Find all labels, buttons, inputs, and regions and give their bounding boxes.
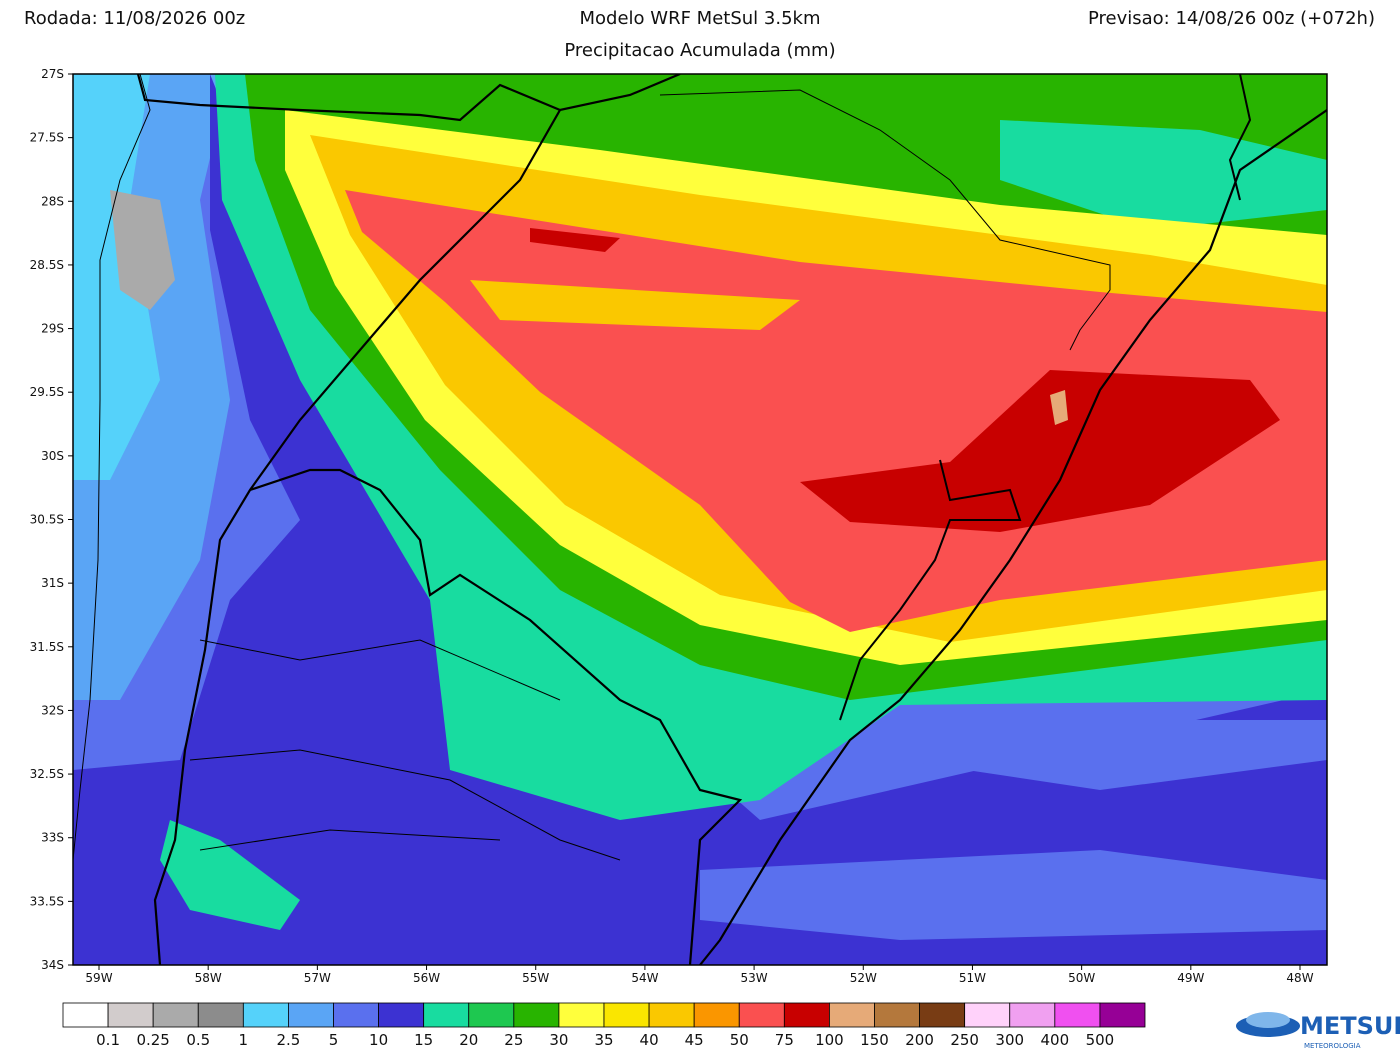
colorbar-swatch <box>107 1002 154 1028</box>
colorbar-label: 1 <box>239 1031 249 1049</box>
run-time: Rodada: 11/08/2026 00z <box>24 8 245 29</box>
lat-label: 32S <box>41 703 64 717</box>
colorbar-swatch <box>62 1002 109 1028</box>
colorbar-label: 200 <box>905 1031 934 1049</box>
lat-label: 28S <box>41 194 64 208</box>
lon-label: 48W <box>1286 971 1313 985</box>
precip-field <box>73 74 1327 965</box>
precip-area <box>160 820 300 930</box>
colorbar-label: 35 <box>594 1031 613 1049</box>
colorbar-label: 20 <box>459 1031 478 1049</box>
colorbar-label: 15 <box>414 1031 433 1049</box>
colorbar-swatch <box>423 1002 470 1028</box>
lat-label: 29S <box>41 322 64 336</box>
forecast-time: Previsao: 14/08/26 00z (+072h) <box>1088 8 1375 29</box>
lon-label: 53W <box>741 971 768 985</box>
colorbar-label: 45 <box>685 1031 704 1049</box>
precip-area <box>700 850 1327 940</box>
logo: METSUL METEOROLOGIA <box>1236 1012 1400 1050</box>
lat-label: 33.5S <box>30 894 64 908</box>
colorbar-label: 150 <box>860 1031 889 1049</box>
logo-subtext: METEOROLOGIA <box>1304 1042 1361 1050</box>
precip-area <box>530 228 620 252</box>
lon-label: 52W <box>850 971 877 985</box>
colorbar-label: 0.1 <box>96 1031 120 1049</box>
precip-area <box>73 74 1327 965</box>
colorbar: 0.1 0.25 0.5 1 2.5 5 10 15 20 25 30 35 40 45 50 75 100 15… <box>62 1002 1146 1049</box>
precip-area <box>73 74 160 480</box>
colorbar-swatch <box>738 1002 785 1028</box>
colorbar-swatch <box>468 1002 515 1028</box>
logo-text: METSUL <box>1300 1012 1400 1040</box>
colorbar-swatch <box>648 1002 695 1028</box>
colorbar-swatch <box>1099 1002 1146 1028</box>
precip-area <box>110 190 175 310</box>
colorbar-swatch <box>152 1002 199 1028</box>
axis-ticks: 27S 27.5S 28S 28.5S 29S 29.5S 30S 30.5S 31S 31.5S… <box>30 67 1314 985</box>
colorbar-swatch <box>693 1002 740 1028</box>
colorbar-swatch <box>378 1002 425 1028</box>
colorbar-swatch <box>1054 1002 1101 1028</box>
lon-label: 58W <box>195 971 222 985</box>
colorbar-swatch <box>197 1002 244 1028</box>
colorbar-label: 75 <box>775 1031 794 1049</box>
colorbar-label: 25 <box>504 1031 523 1049</box>
colorbar-swatch <box>783 1002 830 1028</box>
lat-label: 29.5S <box>30 385 64 399</box>
colorbar-label: 300 <box>995 1031 1024 1049</box>
borders <box>73 74 1327 965</box>
lon-label: 49W <box>1177 971 1204 985</box>
colorbar-swatch <box>1009 1002 1056 1028</box>
colorbar-label: 250 <box>950 1031 979 1049</box>
colorbar-swatch <box>919 1002 966 1028</box>
model-title: Modelo WRF MetSul 3.5km <box>580 8 821 29</box>
precip-area <box>1000 120 1327 230</box>
lon-label: 56W <box>413 971 440 985</box>
colorbar-swatch <box>558 1002 605 1028</box>
lon-label: 50W <box>1068 971 1095 985</box>
logo-icon <box>1246 1012 1290 1028</box>
precip-area <box>800 370 1280 532</box>
lon-label: 51W <box>959 971 986 985</box>
precip-area <box>1050 390 1068 425</box>
colorbar-label: 50 <box>730 1031 749 1049</box>
colorbar-label: 100 <box>815 1031 844 1049</box>
colorbar-label: 40 <box>640 1031 659 1049</box>
colorbar-label: 0.25 <box>136 1031 169 1049</box>
precip-area <box>900 720 1327 790</box>
colorbar-label: 0.5 <box>186 1031 210 1049</box>
lon-label: 59W <box>85 971 112 985</box>
lat-label: 32.5S <box>30 767 64 781</box>
lat-label: 33S <box>41 831 64 845</box>
colorbar-swatch <box>874 1002 920 1028</box>
lat-label: 27S <box>41 67 64 81</box>
lat-label: 31.5S <box>30 640 64 654</box>
colorbar-swatch <box>829 1002 875 1028</box>
colorbar-label: 2.5 <box>276 1031 300 1049</box>
lon-label: 55W <box>522 971 549 985</box>
subtitle: Precipitacao Acumulada (mm) <box>564 40 835 61</box>
colorbar-label: 30 <box>549 1031 568 1049</box>
colorbar-swatch <box>964 1002 1011 1028</box>
colorbar-swatch <box>333 1002 379 1028</box>
colorbar-label: 400 <box>1041 1031 1070 1049</box>
lat-label: 27.5S <box>30 131 64 145</box>
colorbar-swatch <box>603 1002 650 1028</box>
lat-label: 30S <box>41 449 64 463</box>
precip-area <box>470 280 800 330</box>
colorbar-swatch <box>242 1002 289 1028</box>
colorbar-label: 10 <box>369 1031 388 1049</box>
lat-label: 30.5S <box>30 513 64 527</box>
colorbar-swatch <box>288 1002 334 1028</box>
colorbar-label: 5 <box>329 1031 339 1049</box>
colorbar-label: 500 <box>1086 1031 1115 1049</box>
lat-label: 31S <box>41 576 64 590</box>
lon-label: 57W <box>304 971 331 985</box>
lat-label: 34S <box>41 958 64 972</box>
lat-label: 28.5S <box>30 258 64 272</box>
lon-label: 54W <box>631 971 658 985</box>
colorbar-swatch <box>513 1002 560 1028</box>
